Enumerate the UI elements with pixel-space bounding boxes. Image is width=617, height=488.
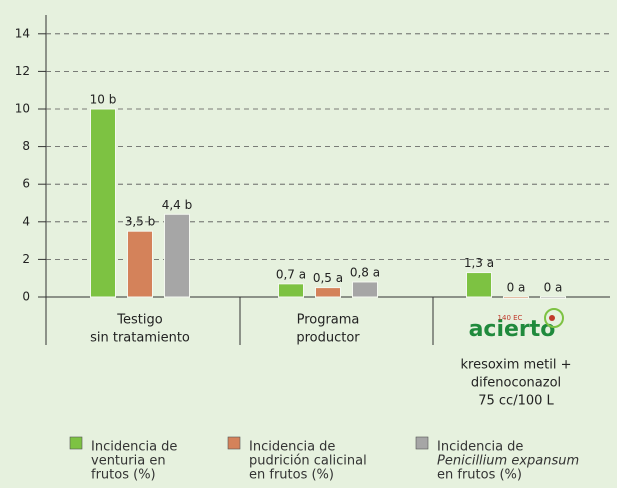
legend-label: frutos (%) xyxy=(91,468,156,483)
data-label: 0,8 a xyxy=(350,265,380,279)
bar xyxy=(127,230,153,298)
logo-icon xyxy=(544,308,564,328)
x-tick-label: sin tratamiento xyxy=(90,331,190,346)
x-tick-label: difenoconazol xyxy=(471,376,561,391)
y-tick-label: 6 xyxy=(22,177,30,191)
legend-label: en frutos (%) xyxy=(437,468,522,483)
legend-swatch xyxy=(69,436,83,450)
y-tick-label: 8 xyxy=(22,139,30,153)
legend-label: Incidencia de xyxy=(249,440,335,455)
logo-label: 140 EC xyxy=(498,314,523,322)
legend-label: Incidencia de xyxy=(91,440,177,455)
y-tick-label: 4 xyxy=(22,214,30,228)
bar xyxy=(503,296,529,299)
legend-label: venturia en xyxy=(91,454,166,469)
bar xyxy=(315,287,341,298)
legend-label: Penicillium expansum xyxy=(437,454,579,469)
legend-swatch xyxy=(415,436,429,450)
y-tick-label: 10 xyxy=(15,102,30,116)
bar xyxy=(466,272,492,298)
logo-name: acierto xyxy=(469,317,556,342)
y-tick-label: 2 xyxy=(22,252,30,266)
legend-label: pudrición calicinal xyxy=(249,454,367,469)
data-label: 0 a xyxy=(544,281,563,295)
data-label: 0,5 a xyxy=(313,271,343,285)
data-label: 4,4 b xyxy=(162,198,193,212)
x-tick-label: Testigo xyxy=(116,313,162,328)
logo-icon xyxy=(549,315,555,321)
x-tick-label: Programa xyxy=(297,313,360,328)
data-label: 1,3 a xyxy=(464,256,494,270)
x-tick-label: 75 cc/100 L xyxy=(478,394,554,409)
bar xyxy=(540,296,566,299)
legend-label: Incidencia de xyxy=(437,440,523,455)
data-label: 0 a xyxy=(507,281,526,295)
bar xyxy=(164,213,190,298)
data-label: 0,7 a xyxy=(276,267,306,281)
legend-swatch xyxy=(227,436,241,450)
data-label: 3,5 b xyxy=(125,215,156,229)
legend-label: en frutos (%) xyxy=(249,468,334,483)
bar xyxy=(90,108,116,298)
x-tick-label: kresoxim metil + xyxy=(460,358,571,373)
x-tick-label: productor xyxy=(296,331,360,346)
y-tick-label: 0 xyxy=(22,290,30,304)
data-label: 10 b xyxy=(90,93,117,107)
y-tick-label: 12 xyxy=(15,64,30,78)
bar xyxy=(352,281,378,298)
bar xyxy=(278,283,304,298)
y-tick-label: 14 xyxy=(15,26,30,40)
